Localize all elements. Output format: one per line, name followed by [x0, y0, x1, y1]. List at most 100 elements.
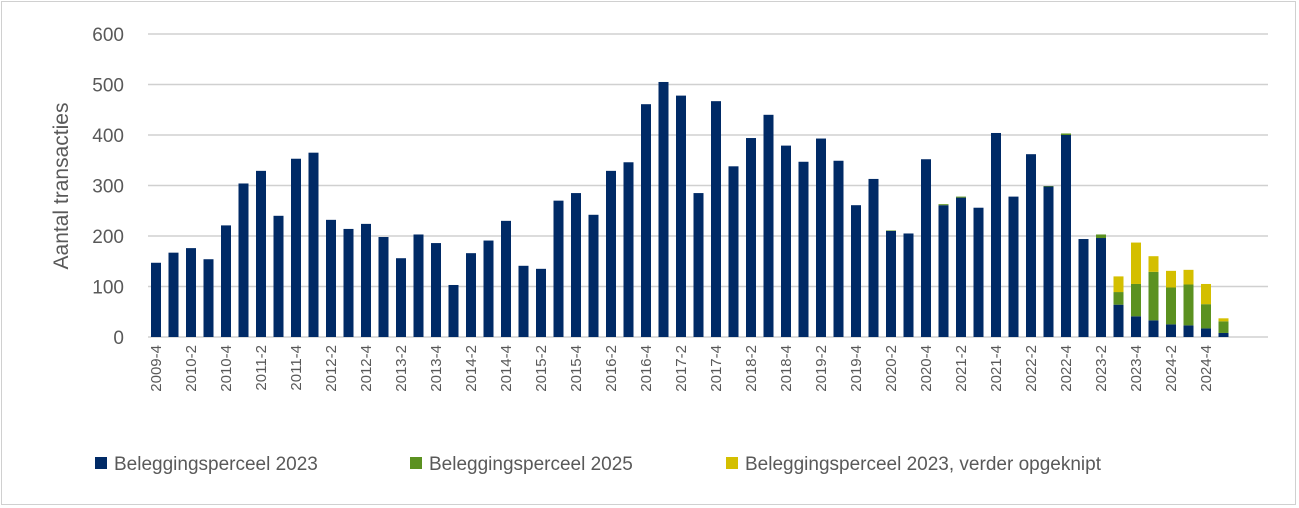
bar-segment-1-2014-4	[501, 220, 511, 337]
bar-segment-2-2022-4	[1061, 133, 1071, 135]
bar-segment-1-2022-4	[1061, 135, 1071, 337]
y-axis-title: Aantal transacties	[50, 103, 73, 270]
x-tick-label: 2018-2	[743, 345, 760, 392]
bar-segment-3-2023-4	[1131, 242, 1141, 284]
x-tick-label: 2014-2	[463, 345, 480, 392]
x-tick-label: 2023-2	[1093, 345, 1110, 392]
bar-segment-1-2009-4	[151, 262, 161, 337]
bar-segment-1-2018-1	[728, 166, 739, 337]
legend-label: Beleggingsperceel 2023, verder opgeknipt	[745, 454, 1102, 475]
x-tick-label: 2013-2	[393, 345, 410, 392]
bar-segment-1-2021-1	[938, 205, 949, 337]
bar-segment-1-2020-2	[886, 230, 896, 337]
bar-segment-1-2014-2	[466, 253, 476, 337]
bar-segment-1-2017-1	[658, 81, 669, 337]
legend-item: Beleggingsperceel 2025	[410, 454, 633, 475]
x-tick-label: 2015-2	[533, 345, 550, 392]
bar-segment-1-2020-1	[868, 178, 879, 337]
bar-segment-1-2023-3	[1113, 304, 1124, 337]
bar-segment-1-2021-4	[991, 132, 1001, 337]
bar-segment-2-2024-4	[1201, 304, 1211, 329]
x-tick-label: 2021-4	[988, 345, 1005, 392]
x-tick-label: 2010-2	[183, 345, 200, 392]
bar-segment-1-2017-2	[676, 95, 686, 337]
bar-segment-1-2015-2	[536, 268, 546, 337]
bar-segment-1-2011-3	[273, 215, 284, 337]
bar-segment-1-2013-4	[431, 243, 441, 337]
bar-segment-2-2023-4	[1131, 283, 1141, 317]
bar-segment-1-2019-1	[798, 161, 809, 337]
bar-segment-2-2024-1	[1148, 271, 1159, 321]
legend-swatch	[95, 457, 107, 469]
bar-segment-1-2018-3	[763, 114, 774, 337]
x-tick-label: 2024-2	[1163, 345, 1180, 392]
bar-segment-1-2013-1	[378, 237, 389, 337]
bar-segment-1-2020-3	[903, 233, 914, 337]
bar-segment-2-2024-2	[1166, 287, 1176, 325]
bar-segment-2-2021-1	[938, 204, 949, 206]
bar-segment-1-2015-1	[518, 265, 529, 337]
bar-segment-1-2012-4	[361, 223, 371, 337]
bar-segment-1-2020-4	[921, 159, 931, 337]
bar-segment-2-2024-3	[1183, 284, 1194, 326]
legend-label: Beleggingsperceel 2025	[429, 454, 633, 475]
y-tick-label: 300	[92, 177, 124, 198]
y-tick-label: 400	[92, 126, 124, 147]
x-tick-label: 2018-4	[778, 345, 795, 392]
bar-segment-1-2010-1	[168, 252, 179, 337]
bar-segment-2-2025-1	[1218, 321, 1229, 333]
y-tick-label: 100	[92, 278, 124, 299]
bar-segment-1-2011-2	[256, 170, 266, 337]
x-tick-label: 2017-4	[708, 345, 725, 392]
bar-segment-1-2015-3	[553, 200, 564, 337]
legend-item: Beleggingsperceel 2023, verder opgeknipt	[726, 454, 1102, 475]
x-tick-label: 2017-2	[673, 345, 690, 392]
y-tick-label: 600	[92, 25, 124, 46]
bar-segment-1-2025-1	[1218, 332, 1229, 337]
bar-segment-1-2010-4	[221, 225, 231, 337]
bar-segment-1-2019-3	[833, 160, 844, 337]
bar-segment-1-2012-2	[326, 219, 336, 337]
x-tick-label: 2013-4	[428, 345, 445, 392]
bar-segment-1-2024-4	[1201, 328, 1211, 337]
y-tick-label: 0	[113, 328, 124, 349]
bar-segment-1-2014-3	[483, 240, 494, 337]
bar-segment-1-2022-3	[1043, 186, 1054, 337]
bar-segment-1-2019-4	[851, 205, 861, 337]
bar-segment-1-2018-2	[746, 138, 756, 337]
bar-segment-1-2016-1	[588, 214, 599, 337]
y-tick-label: 200	[92, 227, 124, 248]
x-tick-label: 2011-4	[288, 345, 305, 391]
x-tick-label: 2011-2	[253, 345, 270, 391]
bar-segment-3-2023-3	[1113, 276, 1124, 293]
bar-segment-3-2024-3	[1183, 269, 1194, 285]
legend-item: Beleggingsperceel 2023	[95, 454, 318, 475]
x-tick-label: 2020-2	[883, 345, 900, 392]
bar-segment-1-2022-2	[1026, 154, 1036, 337]
bar-segment-1-2024-1	[1148, 320, 1159, 337]
legend-swatch	[410, 457, 422, 469]
bar-segment-3-2024-1	[1148, 256, 1159, 272]
x-tick-label: 2019-4	[848, 345, 865, 392]
bar-segment-3-2025-1	[1218, 318, 1229, 322]
bar-segment-1-2011-4	[291, 158, 301, 337]
bar-segment-1-2010-2	[186, 248, 196, 337]
bar-segment-1-2016-4	[641, 104, 651, 337]
bar-segment-2-2020-2	[886, 230, 896, 231]
bar-segment-1-2023-1	[1078, 239, 1089, 337]
x-tick-label: 2023-4	[1128, 345, 1145, 392]
bar-segment-1-2012-3	[343, 228, 354, 337]
bar-segment-1-2011-1	[238, 183, 249, 337]
bar-segment-1-2012-1	[308, 152, 319, 337]
x-tick-label: 2010-4	[218, 345, 235, 392]
x-tick-label: 2012-2	[323, 345, 340, 392]
bar-segment-1-2014-1	[448, 284, 459, 337]
x-tick-label: 2009-4	[148, 345, 165, 392]
bar-segment-1-2018-4	[781, 145, 791, 337]
bar-segment-3-2024-2	[1166, 270, 1176, 288]
bar-segment-1-2019-2	[816, 138, 826, 337]
x-tick-label: 2016-4	[638, 345, 655, 392]
legend-label: Beleggingsperceel 2023	[114, 454, 318, 475]
bar-segment-1-2017-4	[711, 101, 721, 337]
